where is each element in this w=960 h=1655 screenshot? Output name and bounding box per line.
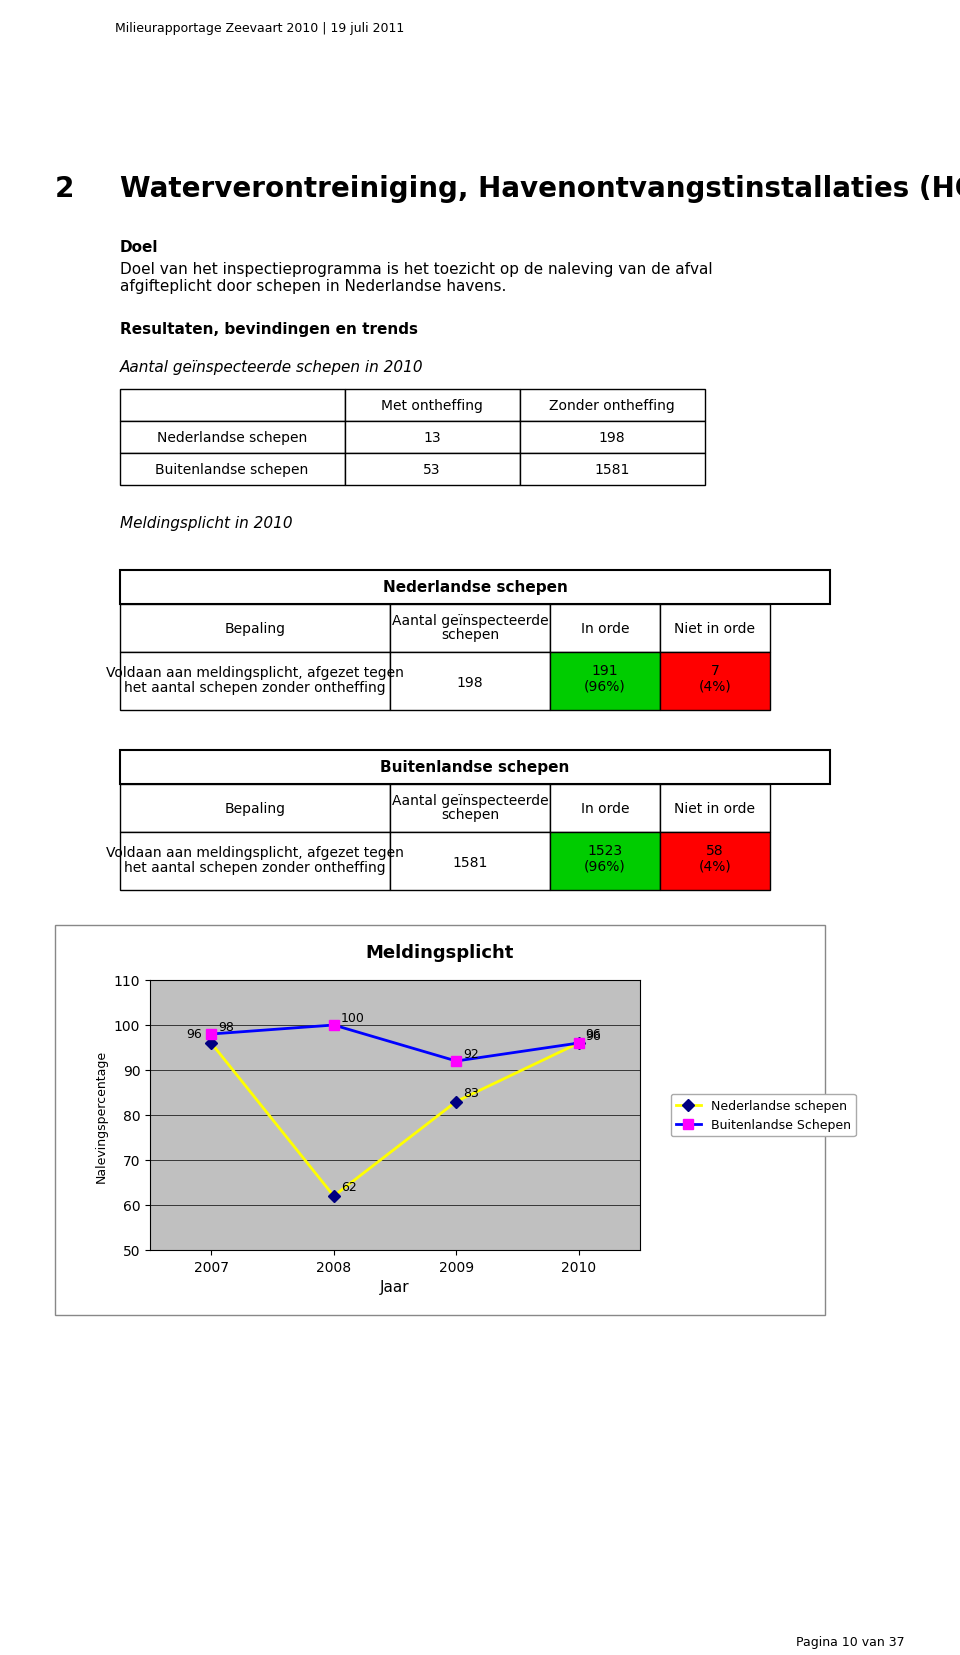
Text: Voldaan aan meldingsplicht, afgezet tegen: Voldaan aan meldingsplicht, afgezet tege… [106,846,404,859]
Text: 98: 98 [218,1019,234,1033]
Text: Waterverontreiniging, Havenontvangstinstallaties (HOI’s): Waterverontreiniging, Havenontvangstinst… [120,175,960,204]
Text: 13: 13 [423,430,441,445]
Text: 1581: 1581 [594,463,630,477]
Bar [120,751,830,784]
Text: 58: 58 [707,844,724,857]
Bar [120,652,390,710]
Y-axis label: Nalevingspercentage: Nalevingspercentage [95,1049,108,1182]
Bar [390,832,550,890]
Text: 198: 198 [457,675,483,690]
Legend: Nederlandse schepen, Buitenlandse Schepen: Nederlandse schepen, Buitenlandse Schepe… [671,1094,855,1137]
Text: (96%): (96%) [584,859,626,872]
Bar [550,652,660,710]
Text: Resultaten, bevindingen en trends: Resultaten, bevindingen en trends [120,321,418,338]
Bar [660,784,770,832]
Text: Meldingsplicht in 2010: Meldingsplicht in 2010 [120,516,293,531]
Text: (96%): (96%) [584,679,626,692]
Bar [120,453,345,485]
Bar [120,391,345,422]
Text: 100: 100 [341,1011,365,1024]
Text: schepen: schepen [441,627,499,642]
Bar [120,604,390,652]
Text: Bepaling: Bepaling [225,801,285,816]
Text: Buitenlandse schepen: Buitenlandse schepen [380,760,569,775]
Text: Voldaan aan meldingsplicht, afgezet tegen: Voldaan aan meldingsplicht, afgezet tege… [106,665,404,680]
Text: Aantal geïnspecteerde schepen in 2010: Aantal geïnspecteerde schepen in 2010 [120,359,423,374]
Bar [120,784,390,832]
Bar [520,391,705,422]
Bar [660,652,770,710]
Text: 198: 198 [599,430,625,445]
Bar [390,652,550,710]
Text: Nederlandse schepen: Nederlandse schepen [383,579,567,594]
Text: het aantal schepen zonder ontheffing: het aantal schepen zonder ontheffing [124,680,386,695]
Bar [390,604,550,652]
Text: 96: 96 [186,1028,202,1041]
Text: 53: 53 [423,463,441,477]
Bar [520,422,705,453]
Bar [345,422,520,453]
Text: Pagina 10 van 37: Pagina 10 van 37 [796,1635,904,1648]
Text: 2: 2 [55,175,74,204]
Text: 96: 96 [586,1028,602,1041]
Text: 1581: 1581 [452,856,488,869]
Text: Aantal geïnspecteerde: Aantal geïnspecteerde [392,614,548,627]
Text: Doel: Doel [120,240,158,255]
Bar [345,391,520,422]
Text: In orde: In orde [581,622,629,636]
Text: Buitenlandse schepen: Buitenlandse schepen [156,463,308,477]
Text: Zonder ontheffing: Zonder ontheffing [549,399,675,412]
Bar [345,453,520,485]
Text: In orde: In orde [581,801,629,816]
Bar [120,571,830,604]
Text: schepen: schepen [441,808,499,821]
Text: Nederlandse schepen: Nederlandse schepen [156,430,307,445]
Text: 92: 92 [463,1048,479,1061]
Text: Met ontheffing: Met ontheffing [381,399,483,412]
Text: Milieurapportage Zeevaart 2010 | 19 juli 2011: Milieurapportage Zeevaart 2010 | 19 juli… [115,22,404,35]
X-axis label: Jaar: Jaar [380,1279,410,1294]
Text: Aantal geïnspecteerde: Aantal geïnspecteerde [392,793,548,808]
Bar [660,832,770,890]
Bar [550,832,660,890]
Bar [390,784,550,832]
Bar [550,784,660,832]
Bar [120,832,390,890]
Bar [520,453,705,485]
Text: 1523: 1523 [588,844,623,857]
Bar [120,422,345,453]
Text: het aantal schepen zonder ontheffing: het aantal schepen zonder ontheffing [124,861,386,874]
Text: Bepaling: Bepaling [225,622,285,636]
Text: 96: 96 [586,1029,602,1043]
Text: 62: 62 [341,1180,356,1193]
Text: (4%): (4%) [699,679,732,692]
Bar [55,925,825,1316]
Text: Meldingsplicht: Meldingsplicht [366,943,515,962]
Text: (4%): (4%) [699,859,732,872]
Bar [660,604,770,652]
Text: Niet in orde: Niet in orde [675,622,756,636]
Bar [550,604,660,652]
Text: 83: 83 [463,1086,479,1099]
Text: 191: 191 [591,664,618,677]
Text: 7: 7 [710,664,719,677]
Text: Doel van het inspectieprogramma is het toezicht op de naleving van de afval
afgi: Doel van het inspectieprogramma is het t… [120,261,712,295]
Text: Niet in orde: Niet in orde [675,801,756,816]
